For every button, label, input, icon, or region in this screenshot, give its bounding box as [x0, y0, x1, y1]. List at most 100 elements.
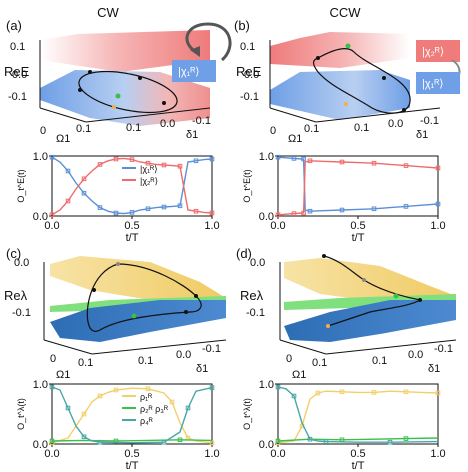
legend-label-a: |χ₁ᴿ⟩ [178, 66, 200, 78]
x-axis-delta-b [315, 107, 441, 123]
data-marker [339, 389, 345, 395]
data-marker [291, 393, 297, 399]
ytick-b-1: 0.0 [244, 69, 259, 81]
panel-d: (d) 0.0 -0.1 Reλ 0 0.1 0.1 0.0 -0.1 Ω1 δ… [236, 246, 457, 381]
trajectory-point [78, 88, 82, 92]
x-tick-label: 0.0 [44, 220, 59, 232]
xtick-b-r0: 0.1 [354, 122, 369, 134]
series-line-red [51, 157, 213, 216]
plot-frame [277, 383, 439, 445]
start-point [345, 43, 351, 49]
y-tick-label: 0.0 [259, 211, 274, 223]
data-marker [65, 198, 71, 204]
data-marker [65, 405, 71, 411]
y-tick-label: 0.0 [259, 439, 274, 451]
legend-box-b-top [416, 40, 460, 62]
data-marker [161, 204, 167, 210]
data-marker [97, 205, 103, 210]
xlabel-delta-c: δ1 [196, 363, 208, 375]
series-line-yellow [51, 387, 213, 444]
panel-title-b: CCW [329, 5, 361, 20]
x-tick-label: 0.5 [350, 448, 365, 460]
xtick-d-r0: 0.1 [372, 355, 387, 367]
legend-entry: ρ₂ᴿ ρ₃ᴿ [140, 404, 168, 414]
data-marker [301, 210, 306, 216]
data-marker [113, 387, 119, 393]
data-marker [307, 158, 313, 164]
data-marker [275, 384, 281, 390]
trajectory-point [88, 70, 92, 74]
ytick-d-0: 0.0 [250, 257, 265, 269]
ylabel-d: Reλ [240, 288, 264, 303]
data-marker [275, 154, 281, 160]
data-marker [113, 156, 119, 162]
xtick-c-l0: 0 [50, 353, 56, 365]
x-tick-label: 0.0 [270, 448, 285, 460]
data-marker [145, 160, 151, 166]
trajectory-b [312, 48, 411, 114]
y-axis-label: O_t^λ(t) [242, 398, 252, 430]
data-marker [129, 157, 135, 162]
y-axis-label: O_t^E(t) [16, 169, 26, 202]
surface-lower-a [40, 70, 210, 126]
x-axis-delta-c [91, 339, 227, 355]
series-line-green [277, 437, 439, 442]
data-marker [209, 385, 215, 390]
legend-box-b-bottom [416, 72, 460, 94]
x-tick-label: 0.5 [350, 220, 365, 232]
x-tick-label: 0.0 [270, 220, 285, 232]
arrowhead-icon [190, 46, 200, 57]
surface-yellow-c [50, 256, 226, 306]
chart-c-lower: 0.0 0.5 1.0 0.0 1.0 t/T O_t^λ(t) ρ₁ᴿ ρ₂ᴿ ρ₃ᴿ ρ₄ᴿ [16, 379, 220, 472]
data-marker [307, 208, 313, 214]
data-marker [435, 165, 441, 171]
data-marker [291, 211, 297, 216]
panel-b: (b) CCW 0.1 0.0 -0.1 ReE 0 0.1 0.1 0.0 -… [234, 5, 461, 145]
data-marker [169, 399, 175, 405]
xlabel-omega-b: Ω1 [288, 133, 302, 145]
panel-label-b: (b) [234, 18, 250, 33]
data-marker [301, 156, 306, 162]
x-axis-omega-d [279, 339, 327, 355]
trajectory-point [116, 262, 120, 266]
x-tick-label: 0.0 [44, 448, 59, 460]
data-marker [81, 411, 87, 417]
surface-upper-a [40, 30, 210, 72]
trajectory-point [322, 254, 326, 258]
data-marker [49, 212, 55, 218]
ytick-b-0: 0.1 [240, 41, 255, 53]
data-marker [193, 158, 199, 164]
data-marker [97, 162, 103, 167]
data-marker [193, 208, 199, 214]
y-tick-label: 1.0 [259, 379, 274, 391]
legend-entry: |χ₂ᴿ⟩ [140, 176, 158, 186]
trajectory-point [92, 288, 96, 292]
xtick-c-l1: 0.1 [78, 357, 93, 369]
surface-lower-b [270, 70, 410, 120]
ytick-d-1: -0.1 [246, 307, 265, 319]
xtick-d-l0: 0 [286, 353, 292, 365]
y-tick-label: 1.0 [259, 151, 274, 163]
x-axis-omega-c [43, 339, 93, 355]
x-tick-label: 1.0 [430, 220, 445, 232]
xtick-b-l1: 0.1 [304, 123, 319, 135]
surface-blue-d [284, 300, 456, 342]
data-marker [371, 390, 377, 395]
panel-title-a: CW [97, 5, 119, 20]
y-tick-label: 1.0 [33, 151, 48, 163]
data-marker [315, 390, 321, 396]
x-tick-label: 1.0 [204, 448, 219, 460]
data-marker [403, 204, 409, 209]
x-tick-label: 0.5 [124, 448, 139, 460]
x-axis-label: t/T [352, 232, 365, 244]
y-axis-label: O_t^λ(t) [16, 398, 26, 430]
trajectory-a [78, 70, 178, 114]
trajectory-point [402, 108, 406, 112]
trajectory-point [138, 76, 142, 80]
plot-frame [51, 383, 213, 445]
xtick-a-l1: 0.1 [76, 123, 91, 135]
xlabel-delta-b: δ1 [416, 129, 428, 141]
data-marker [129, 210, 135, 215]
chart-b-lower: 0.0 0.5 1.0 0.0 1.0 t/T O_t^E(t) [242, 151, 446, 244]
